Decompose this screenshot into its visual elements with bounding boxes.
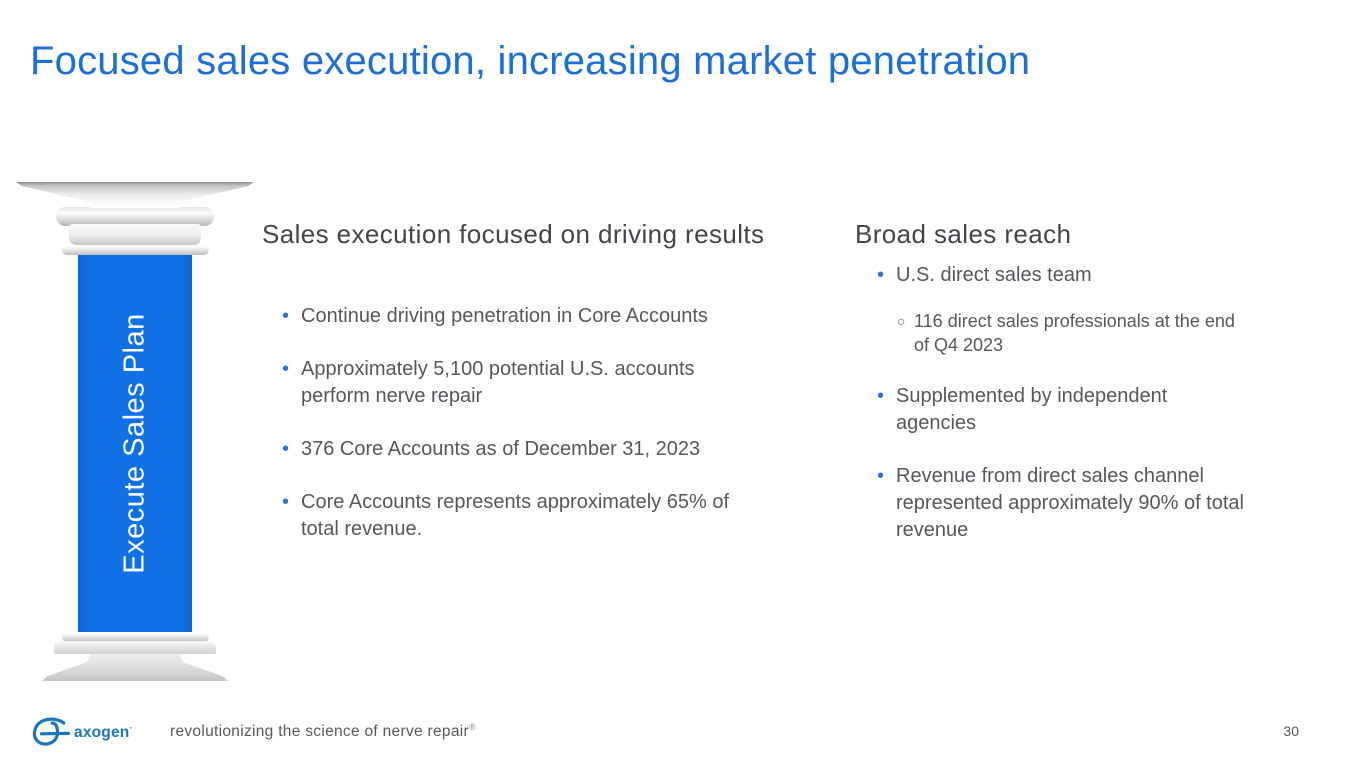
bullet-item: • Revenue from direct sales channel repr… [877,463,1305,544]
pillar-capital-block [69,224,201,245]
left-bullet-list: • Continue driving penetration in Core A… [262,303,782,543]
bullet-item: • U.S. direct sales team [877,262,1305,289]
bullet-item: • Core Accounts represents approximately… [282,489,782,543]
sub-bullet-text: 116 direct sales professionals at the en… [914,311,1235,355]
bullet-text: Core Accounts represents approximately 6… [301,491,729,540]
sub-bullet-circle-icon: ○ [897,313,906,329]
pillar-base-plinth [42,654,228,681]
bullet-item: • Approximately 5,100 potential U.S. acc… [282,356,782,410]
logo-mark: · [129,723,133,733]
right-column-heading: Broad sales reach [855,219,1072,249]
bullet-item: • Supplemented by independent agencies [877,383,1305,437]
sub-bullet-item: ○ 116 direct sales professionals at the … [877,309,1305,357]
left-column-heading: Sales execution focused on driving resul… [262,219,765,249]
pillar-base-block [54,641,216,654]
registered-trademark-mark: ® [468,722,476,732]
tagline-text: revolutionizing the science of nerve rep… [170,723,469,741]
pillar-capital-slab [16,182,254,208]
bullet-dot-icon: • [282,305,290,327]
bullet-dot-icon: • [877,465,885,487]
bullet-text: Supplemented by independent agencies [896,385,1168,434]
bullet-dot-icon: • [282,438,290,460]
bullet-text: U.S. direct sales team [896,264,1092,286]
bullet-text: Approximately 5,100 potential U.S. accou… [301,358,695,407]
bullet-dot-icon: • [282,491,290,513]
slide-title: Focused sales execution, increasing mark… [30,39,1031,83]
axogen-logo-icon [32,717,70,746]
pillar-base-collar [61,632,209,642]
pillar-shaft: Execute Sales Plan [78,255,192,632]
pillar-capital-collar [61,245,209,255]
right-bullet-list: • U.S. direct sales team ○ 116 direct sa… [855,262,1305,544]
right-column: Broad sales reach • U.S. direct sales te… [855,218,1305,570]
footer-tagline: revolutionizing the science of nerve rep… [170,722,476,741]
bullet-dot-icon: • [282,358,290,380]
bullet-dot-icon: • [877,264,885,286]
bullet-item: • 376 Core Accounts as of December 31, 2… [282,436,782,463]
bullet-text: 376 Core Accounts as of December 31, 202… [301,438,701,460]
bullet-text: Revenue from direct sales channel repres… [896,465,1244,541]
pillar-graphic: Execute Sales Plan [16,182,254,687]
page-number: 30 [1283,723,1299,739]
logo-text: axogen [74,724,130,742]
pillar-label: Execute Sales Plan [118,313,151,574]
bullet-text: Continue driving penetration in Core Acc… [301,305,708,327]
axogen-wordmark: axogen· [74,723,133,742]
pillar-capital-torus [56,207,214,226]
left-column: Sales execution focused on driving resul… [262,218,782,569]
bullet-dot-icon: • [877,385,885,407]
bullet-item: • Continue driving penetration in Core A… [282,303,782,330]
